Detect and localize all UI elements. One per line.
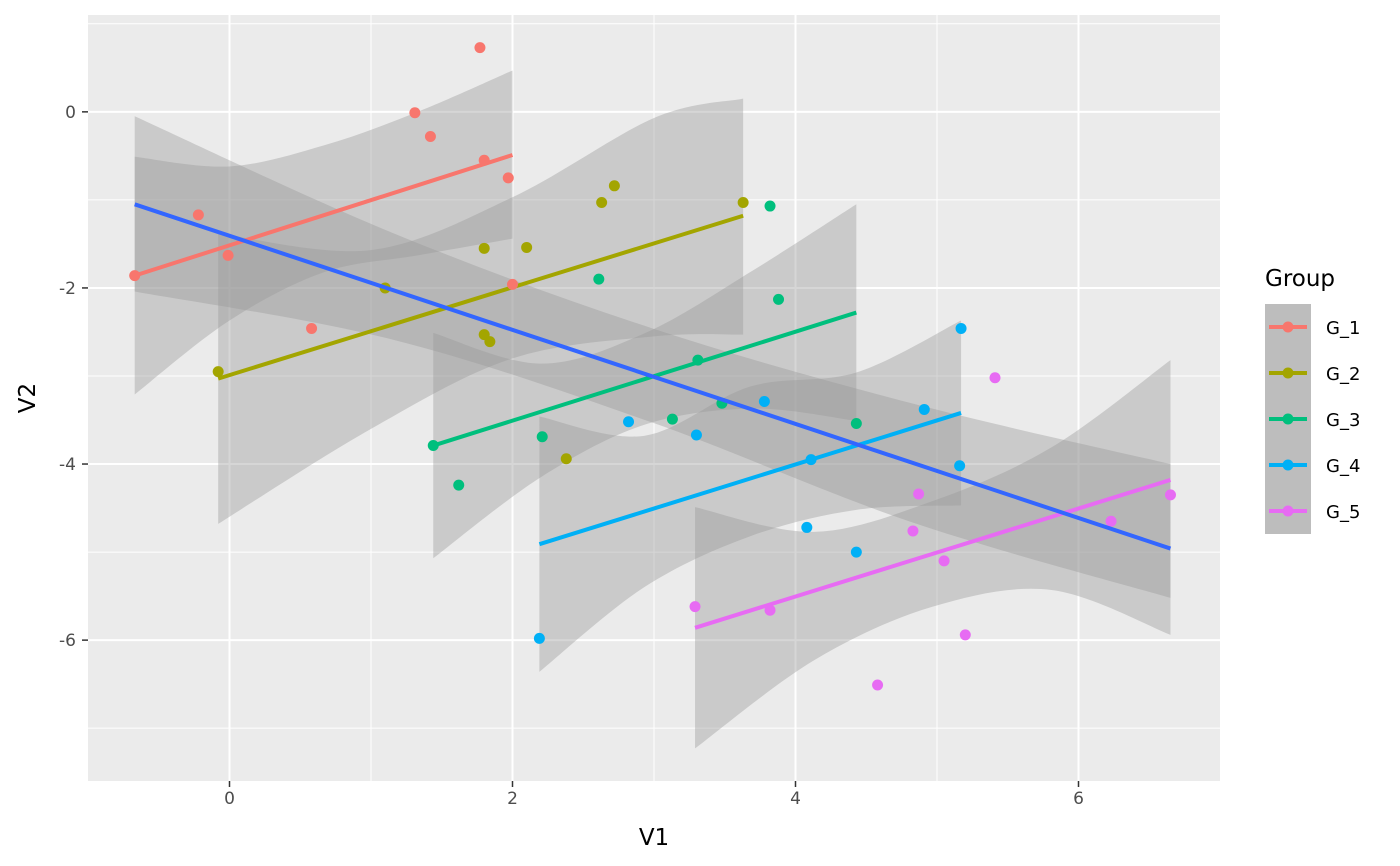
data-point-G_2 bbox=[478, 242, 490, 254]
data-point-G_3 bbox=[666, 413, 678, 425]
data-point-G_4 bbox=[758, 396, 770, 408]
fit-line-G_4 bbox=[538, 411, 962, 547]
y-axis: -6 -4 -2 0 bbox=[59, 103, 88, 651]
major-gridlines bbox=[88, 15, 1220, 781]
y-tick-label: -4 bbox=[59, 455, 76, 475]
confidence-band-overall bbox=[134, 116, 1171, 598]
data-point-G_1 bbox=[478, 154, 490, 166]
data-point-G_3 bbox=[427, 440, 439, 452]
legend-label-G_2: G_2 bbox=[1326, 364, 1360, 385]
data-point-G_1 bbox=[502, 172, 514, 184]
legend-label-G_1: G_1 bbox=[1326, 318, 1360, 339]
data-point-G_1 bbox=[474, 42, 486, 54]
data-point-G_2 bbox=[484, 336, 496, 348]
data-point-G_2 bbox=[212, 366, 224, 378]
y-tick-label: -6 bbox=[59, 631, 76, 651]
fit-line-overall bbox=[134, 202, 1172, 551]
confidence-band-G_2 bbox=[218, 98, 744, 524]
data-point-G_2 bbox=[737, 197, 749, 209]
data-point-G_1 bbox=[222, 249, 234, 261]
data-point-G_3 bbox=[850, 418, 862, 430]
data-point-G_2 bbox=[560, 453, 572, 465]
fit-lines bbox=[134, 153, 1172, 630]
fit-line-G_5 bbox=[694, 477, 1172, 630]
data-point-G_4 bbox=[850, 546, 862, 558]
legend-title: Group bbox=[1265, 266, 1335, 292]
data-point-G_3 bbox=[593, 273, 605, 285]
data-point-G_5 bbox=[907, 525, 919, 537]
x-tick-label: 4 bbox=[790, 789, 801, 809]
data-point-G_5 bbox=[1105, 515, 1117, 527]
legend: Group G_1 G_2 G_3 G_4 G_5 bbox=[1265, 266, 1360, 534]
data-point-G_4 bbox=[918, 403, 930, 415]
data-point-G_5 bbox=[989, 372, 1001, 384]
data-point-G_4 bbox=[954, 460, 966, 472]
legend-key-point-G_2 bbox=[1282, 367, 1294, 379]
data-point-G_3 bbox=[453, 479, 465, 491]
data-point-G_4 bbox=[955, 322, 967, 334]
data-point-G_4 bbox=[690, 429, 702, 441]
data-point-G_5 bbox=[959, 629, 971, 641]
confidence-band-G_4 bbox=[539, 320, 962, 672]
overall-fit bbox=[134, 202, 1172, 551]
legend-key-point-G_1 bbox=[1282, 321, 1294, 333]
legend-label-G_3: G_3 bbox=[1326, 410, 1360, 431]
data-point-G_3 bbox=[773, 293, 785, 305]
fit-line-G_3 bbox=[432, 310, 857, 448]
data-point-G_2 bbox=[608, 180, 620, 192]
x-axis-title: V1 bbox=[639, 825, 669, 851]
x-tick-label: 6 bbox=[1073, 789, 1084, 809]
data-point-G_1 bbox=[507, 278, 518, 290]
data-point-G_1 bbox=[424, 131, 436, 143]
data-point-G_5 bbox=[872, 679, 884, 691]
confidence-band-G_3 bbox=[433, 204, 857, 559]
data-point-G_4 bbox=[533, 632, 545, 644]
data-point-G_2 bbox=[596, 197, 608, 209]
data-point-G_5 bbox=[689, 601, 701, 613]
y-tick-label: -2 bbox=[59, 279, 76, 299]
data-point-G_5 bbox=[764, 604, 776, 616]
data-point-G_1 bbox=[306, 322, 318, 334]
x-tick-label: 2 bbox=[507, 789, 518, 809]
legend-key-point-G_3 bbox=[1282, 413, 1294, 425]
legend-label-G_4: G_4 bbox=[1326, 456, 1360, 477]
legend-key-point-G_4 bbox=[1282, 459, 1294, 471]
data-point-G_3 bbox=[692, 354, 704, 366]
y-axis-title: V2 bbox=[15, 383, 41, 413]
data-point-G_3 bbox=[536, 431, 548, 443]
data-point-G_4 bbox=[801, 521, 813, 533]
data-point-G_5 bbox=[1164, 489, 1176, 501]
data-point-G_1 bbox=[129, 270, 141, 282]
data-point-G_2 bbox=[521, 241, 533, 253]
data-point-G_1 bbox=[192, 209, 204, 221]
data-point-G_3 bbox=[764, 200, 776, 212]
data-point-G_5 bbox=[938, 555, 950, 567]
x-tick-label: 0 bbox=[224, 789, 235, 809]
x-axis: 0 2 4 6 bbox=[224, 781, 1084, 809]
fit-line-G_1 bbox=[134, 153, 514, 278]
confidence-band-G_1 bbox=[134, 70, 513, 395]
data-point-G_4 bbox=[805, 454, 817, 466]
data-point-G_5 bbox=[913, 488, 925, 500]
fit-line-G_2 bbox=[217, 213, 744, 381]
y-tick-label: 0 bbox=[65, 103, 76, 123]
legend-label-G_5: G_5 bbox=[1326, 502, 1360, 523]
data-points bbox=[129, 42, 1176, 691]
data-point-G_4 bbox=[623, 416, 635, 428]
data-point-G_1 bbox=[409, 107, 421, 119]
legend-key-point-G_5 bbox=[1282, 505, 1294, 517]
